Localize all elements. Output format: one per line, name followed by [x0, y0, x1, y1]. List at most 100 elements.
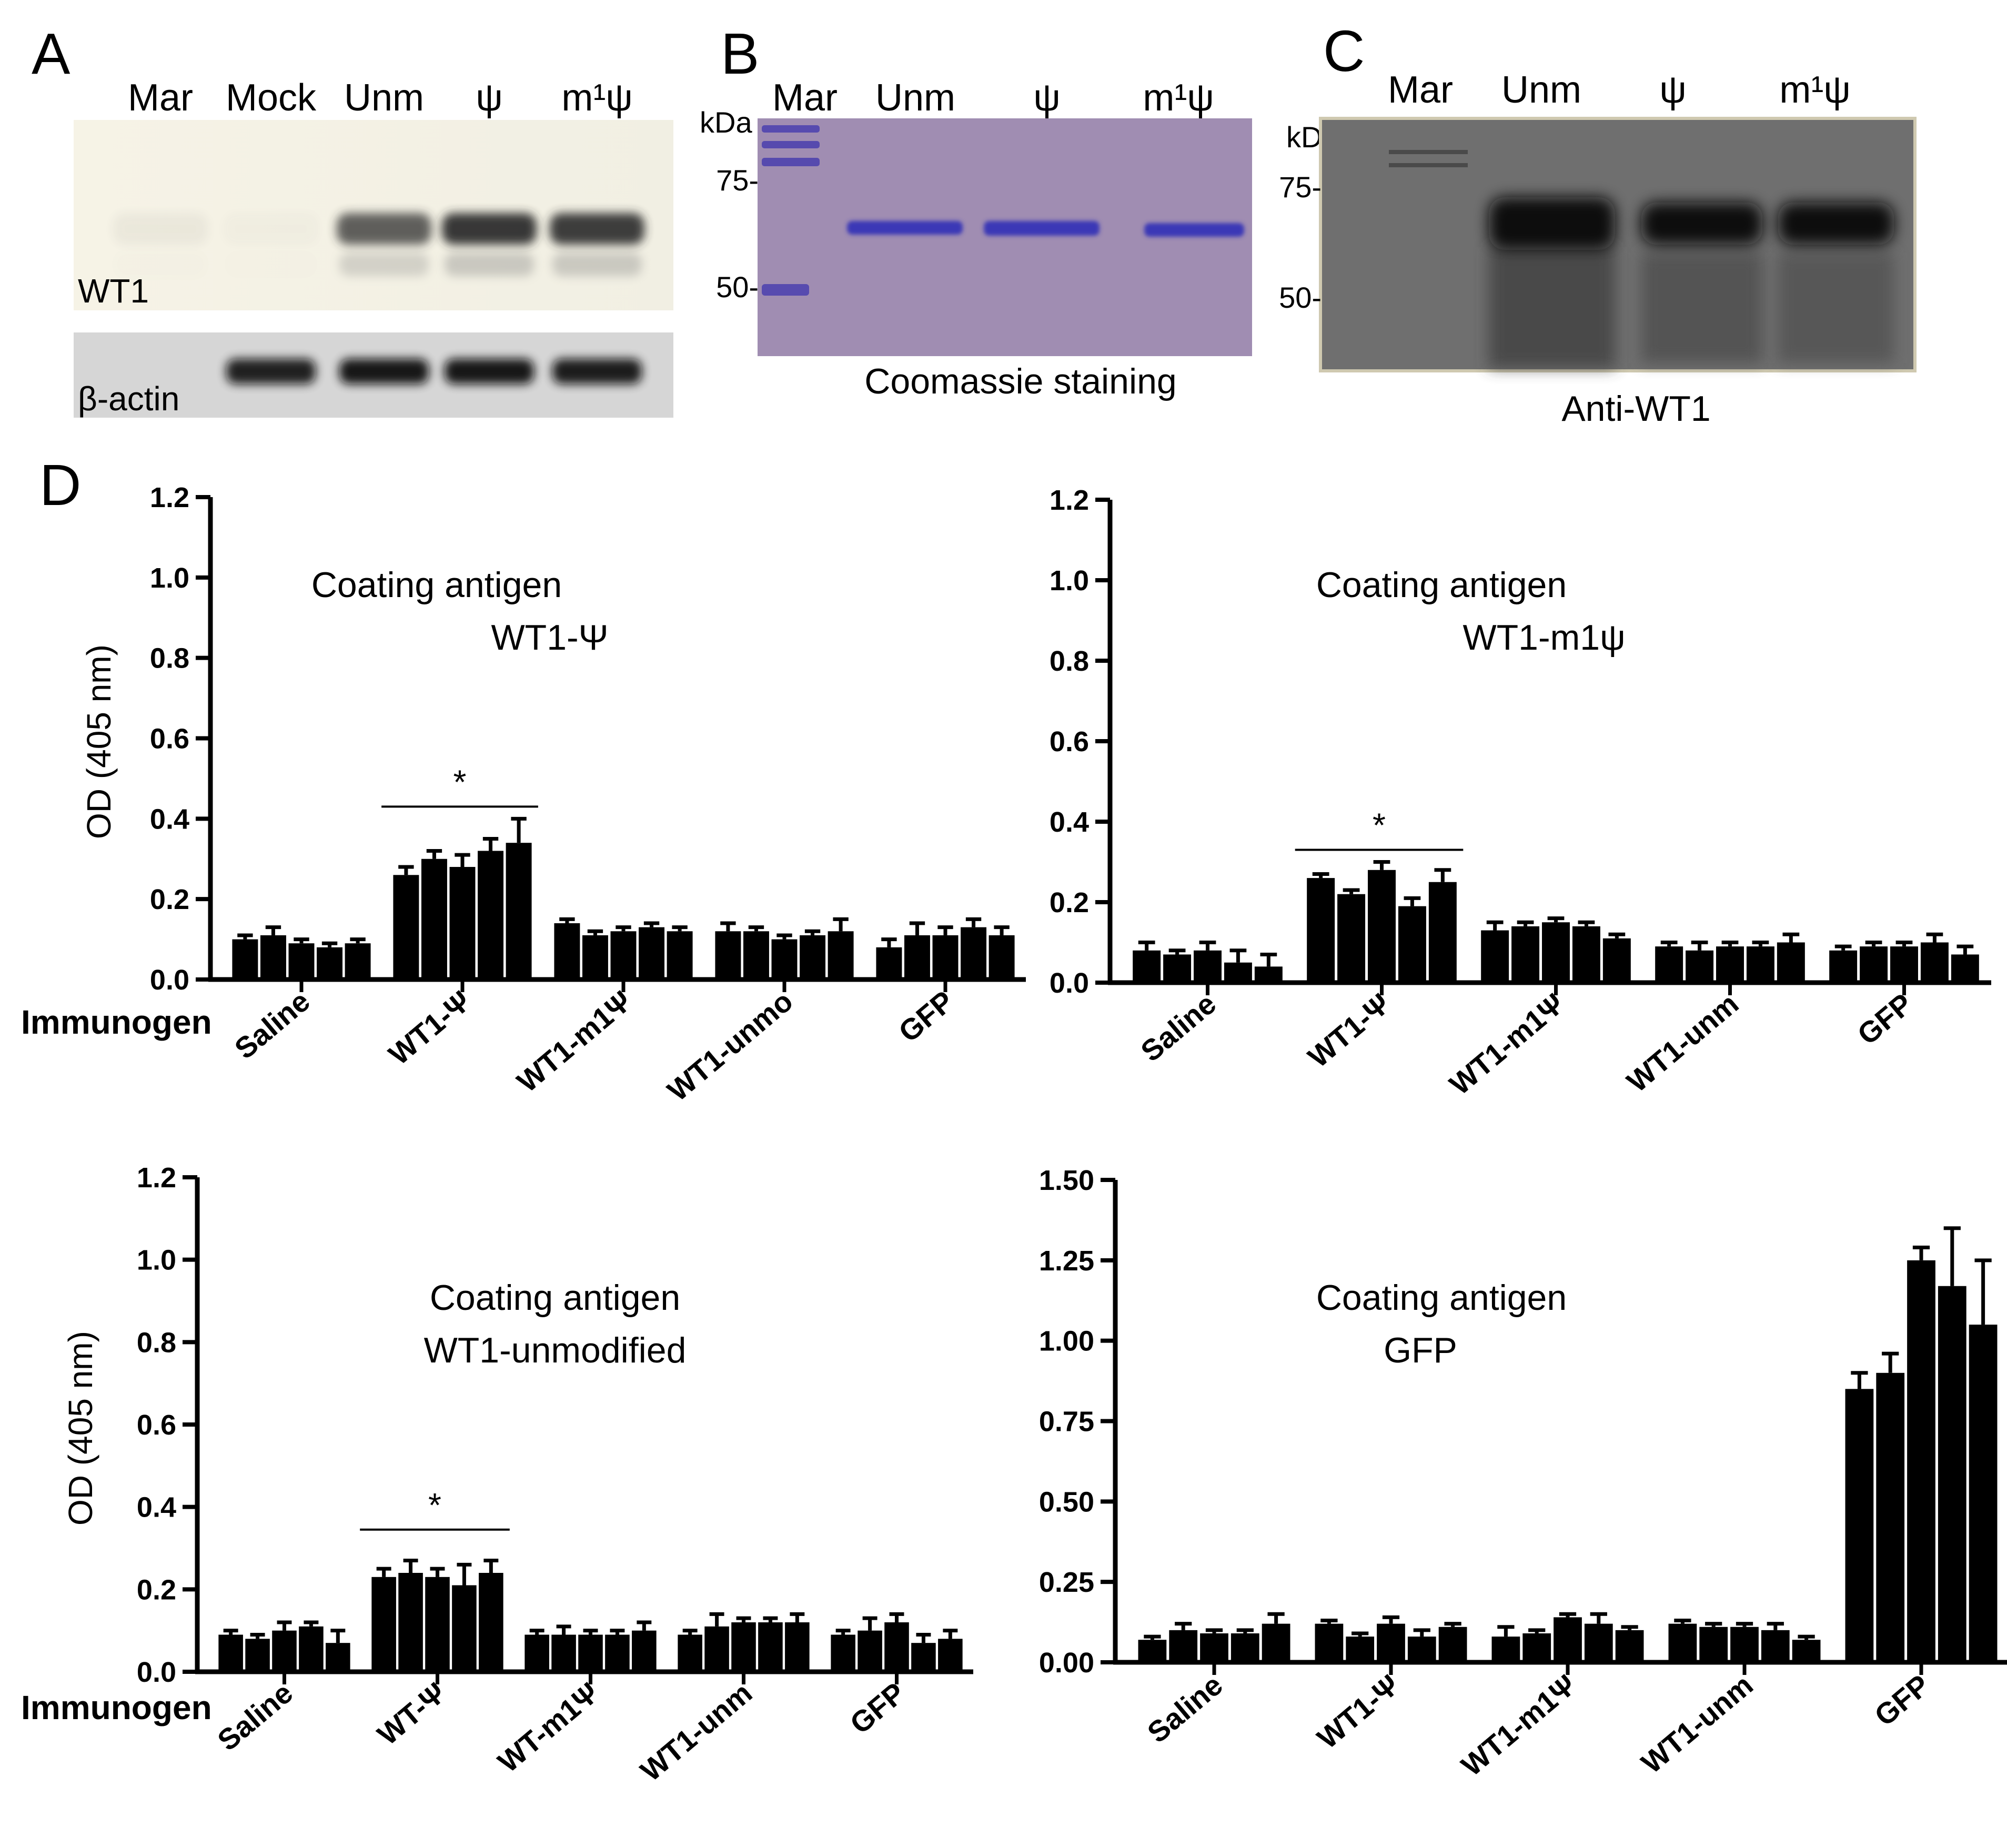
actin-band	[445, 359, 534, 384]
wt1-band-tail	[552, 253, 642, 276]
bar	[1860, 946, 1888, 983]
y-axis-label: OD (405 nm)	[80, 644, 118, 839]
y-tick-label: 0.4	[150, 803, 189, 835]
bar	[938, 1639, 963, 1672]
lane-label: Mar	[1388, 69, 1453, 111]
significance-star: *	[1373, 806, 1386, 844]
lane-label: Mar	[772, 77, 838, 119]
bar	[800, 935, 826, 979]
bar	[1554, 1617, 1582, 1662]
bar	[876, 947, 902, 979]
significance-star: *	[453, 763, 467, 801]
bar	[1522, 1633, 1551, 1662]
elisa-charts: 0.0 0.2 0.4 0.6 0.8 1.0 1.2 Coating antigen WT1-…	[21, 482, 2007, 1788]
blot-smear	[1641, 253, 1762, 363]
bar	[1829, 950, 1858, 983]
wt1-band-tail	[339, 253, 429, 276]
x-tick-label: Saline	[228, 984, 316, 1065]
chart-subtitle: WT1-unmodified	[424, 1330, 687, 1370]
coomassie-gel	[758, 118, 1252, 356]
bar	[639, 927, 665, 979]
panel-letter-b: B	[721, 22, 759, 86]
protein-band	[1641, 203, 1762, 245]
anti-wt1-bands	[1389, 150, 1894, 368]
bar	[582, 935, 608, 979]
y-tick-label: 0.6	[150, 723, 189, 755]
y-tick-label: 0.8	[150, 643, 189, 674]
panel-letter-c: C	[1323, 19, 1365, 84]
protein-band	[1778, 203, 1894, 245]
x-tick-label: WT1-unm	[634, 1676, 758, 1788]
lane-label: m¹ψ	[1779, 69, 1850, 111]
anti-wt1-caption: Anti-WT1	[1561, 389, 1710, 429]
x-tick-label: WT1-m1Ψ	[511, 984, 638, 1098]
y-tick-label: 1.0	[1050, 565, 1089, 597]
bar	[393, 875, 419, 979]
panel-letter-d: D	[39, 453, 81, 518]
bar	[478, 851, 504, 979]
y-tick-label: 1.00	[1039, 1326, 1094, 1357]
bar	[1138, 1640, 1167, 1662]
wt1-bands	[113, 213, 644, 276]
x-tick-label: GFP	[1851, 987, 1919, 1051]
x-tick-label: WT1-unm	[1635, 1668, 1759, 1780]
x-tick-label: Saline	[1141, 1668, 1229, 1749]
bar	[1584, 1623, 1613, 1662]
protein-band	[847, 221, 963, 235]
x-axis-label: Immunogen	[21, 1689, 212, 1726]
bar	[989, 935, 1015, 979]
bar	[1307, 878, 1335, 983]
bar	[578, 1634, 603, 1672]
bar	[506, 843, 532, 979]
bar	[554, 923, 580, 979]
bar	[632, 1630, 657, 1672]
x-tick-label: WT1-unmo	[661, 984, 799, 1107]
bar	[1602, 938, 1631, 983]
bar	[1133, 950, 1161, 983]
x-tick-label: WT1-m1Ψ	[1443, 987, 1570, 1101]
ladder-band	[762, 284, 809, 296]
bar	[1491, 1637, 1520, 1662]
chart-title: Coating antigen	[311, 565, 562, 605]
lane-label: Unm	[344, 77, 424, 119]
bar	[425, 1577, 450, 1672]
protein-band	[1144, 223, 1244, 237]
y-tick-label: 1.2	[1050, 484, 1089, 516]
bar	[1907, 1260, 1935, 1662]
bar	[1377, 1623, 1405, 1662]
bar	[1407, 1637, 1436, 1662]
y-tick-label: 0.0	[150, 964, 189, 996]
bar	[1845, 1389, 1874, 1662]
bar	[1655, 946, 1683, 983]
y-axis-label: OD (405 nm)	[62, 1331, 99, 1526]
y-tick-label: 0.25	[1039, 1567, 1094, 1598]
y-tick-label: 1.0	[150, 562, 189, 594]
bar	[1163, 954, 1192, 983]
bar	[260, 935, 286, 979]
y-tick-label: 0.2	[1050, 887, 1089, 918]
marker-75: 75-	[1279, 170, 1322, 204]
bar	[371, 1577, 396, 1672]
kda-unit-label: kDa	[700, 106, 752, 139]
marker-50: 50-	[1279, 281, 1322, 314]
bar	[1668, 1623, 1697, 1662]
bar	[831, 1634, 855, 1672]
y-tick-label: 1.25	[1039, 1245, 1094, 1277]
bar	[785, 1622, 810, 1672]
wt1-blot-label: WT1	[78, 272, 149, 310]
y-tick-label: 0.2	[150, 884, 189, 915]
bar	[1699, 1627, 1728, 1662]
actin-band	[339, 359, 429, 384]
bar	[1346, 1637, 1375, 1662]
bar	[421, 859, 447, 979]
chart-subtitle: WT1-Ψ	[491, 618, 609, 658]
panel-a-lane-labels: Mar Mock Unm ψ m¹ψ	[128, 77, 633, 119]
x-tick-label: WT-m1Ψ	[491, 1676, 605, 1779]
protein-band	[1489, 197, 1615, 250]
bar	[1746, 946, 1774, 983]
bar	[1368, 870, 1396, 983]
bar	[1572, 926, 1600, 983]
wt1-band	[337, 213, 431, 245]
lane-label: ψ	[476, 77, 502, 119]
